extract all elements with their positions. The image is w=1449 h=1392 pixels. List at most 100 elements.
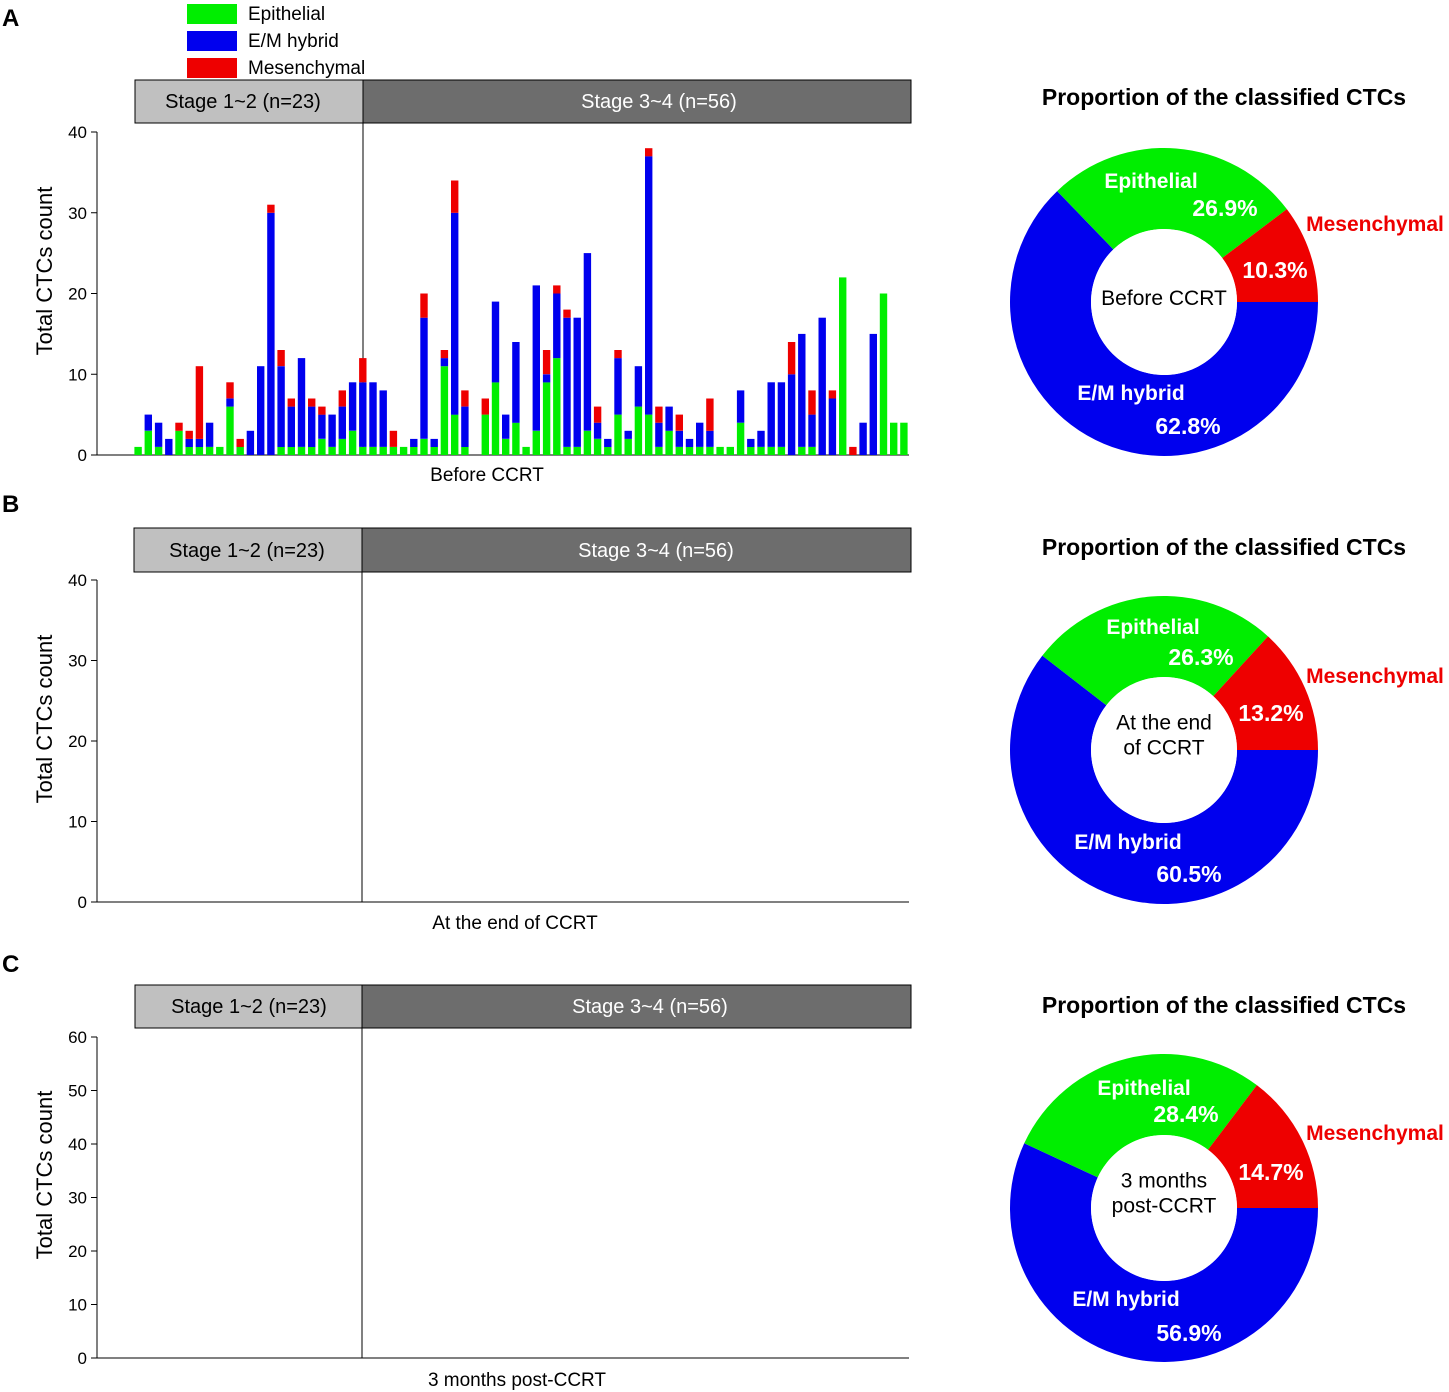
- bar-segment-mesenchymal: [451, 180, 459, 213]
- bar-segment-e-m-hybrid: [798, 333, 806, 447]
- bar-segment-epithelial: [389, 446, 398, 455]
- bar-segment-epithelial: [675, 446, 683, 455]
- pie-slice-mesenchymal: [1208, 1085, 1318, 1208]
- bar-segment-mesenchymal: [828, 390, 837, 399]
- legend-swatch-hybrid: [187, 31, 237, 51]
- bar-segment-epithelial: [175, 430, 183, 455]
- bar-segment-e-m-hybrid: [655, 422, 663, 447]
- bar-segment-e-m-hybrid: [379, 390, 387, 447]
- bar-segment-e-m-hybrid: [808, 414, 816, 447]
- bar-segment-e-m-hybrid: [267, 212, 275, 455]
- bar-segment-e-m-hybrid: [787, 374, 796, 456]
- bar-segment-epithelial: [563, 446, 571, 455]
- bar-segment-mesenchymal: [655, 406, 663, 423]
- legend-label-mesenchymal: Mesenchymal: [248, 58, 365, 79]
- bar-segment-e-m-hybrid: [604, 438, 612, 447]
- bar-segment-e-m-hybrid: [767, 382, 775, 447]
- bar-segment-e-m-hybrid: [410, 438, 418, 447]
- bar-segment-e-m-hybrid: [369, 382, 377, 447]
- bar-segment-e-m-hybrid: [297, 358, 306, 447]
- y-tick-label: 30: [68, 204, 87, 223]
- y-tick-label: 30: [68, 652, 87, 671]
- bar-segment-e-m-hybrid: [144, 414, 152, 431]
- legend-swatch-epithelial: [187, 4, 237, 24]
- pie-chart-before-ccrt: Proportion of the classified CTCs Epithel…: [1009, 84, 1444, 457]
- bar-segment-e-m-hybrid: [553, 293, 561, 359]
- bar-segment-epithelial: [410, 446, 418, 455]
- bar-segment-e-m-hybrid: [665, 406, 673, 431]
- bar-segment-epithelial: [451, 414, 459, 455]
- y-tick-label: 10: [68, 1296, 87, 1315]
- bar-segment-epithelial: [277, 446, 285, 455]
- bar-segment-mesenchymal: [481, 398, 489, 415]
- y-tick-label: 0: [78, 1349, 87, 1368]
- x-axis-label: At the end of CCRT: [432, 913, 598, 934]
- legend-swatch-mesenchymal: [187, 58, 237, 78]
- panel-letter-c: C: [2, 951, 19, 978]
- bar-segment-epithelial: [205, 446, 214, 455]
- bars: [134, 148, 908, 456]
- bar-segment-epithelial: [348, 430, 357, 455]
- bar-segment-epithelial: [685, 446, 694, 455]
- pie-title: Proportion of the classified CTCs: [1042, 992, 1406, 1018]
- bar-segment-e-m-hybrid: [828, 398, 837, 455]
- bar-segment-e-m-hybrid: [440, 358, 449, 367]
- pie-label-hybrid: E/M hybrid: [1077, 382, 1184, 405]
- bar-segment-e-m-hybrid: [818, 317, 826, 455]
- panel-letter-a: A: [2, 5, 19, 32]
- bar-segment-epithelial: [757, 446, 765, 455]
- bar-segment-epithelial: [716, 446, 724, 455]
- bar-segment-epithelial: [369, 446, 377, 455]
- bar-segment-e-m-hybrid: [859, 422, 867, 455]
- y-tick-label: 40: [68, 123, 87, 142]
- bar-segment-mesenchymal: [195, 366, 204, 439]
- x-axis-label: 3 months post-CCRT: [428, 1370, 606, 1391]
- y-tick-label: 60: [68, 1028, 87, 1047]
- bar-segment-mesenchymal: [318, 406, 326, 415]
- bar-segment-epithelial: [706, 446, 714, 455]
- y-axis-label: Total CTCs count: [32, 187, 57, 356]
- bar-segment-e-m-hybrid: [461, 406, 469, 447]
- bar-segment-epithelial: [736, 422, 745, 455]
- legend: Epithelial E/M hybrid Mesenchymal: [187, 4, 365, 79]
- pie-label-mesenchymal: Mesenchymal: [1306, 1122, 1444, 1145]
- bar-segment-e-m-hybrid: [338, 406, 346, 439]
- bar-segment-epithelial: [839, 277, 847, 455]
- stage-late-label: Stage 3~4 (n=56): [578, 540, 734, 562]
- bar-segment-e-m-hybrid: [226, 398, 234, 407]
- bar-segment-mesenchymal: [461, 390, 469, 407]
- pie-slice-epithelial: [1057, 147, 1287, 258]
- bar-segment-epithelial: [154, 446, 163, 455]
- y-tick-label: 40: [68, 571, 87, 590]
- bar-segment-mesenchymal: [440, 350, 449, 359]
- bar-segment-e-m-hybrid: [257, 366, 265, 455]
- bar-segment-e-m-hybrid: [318, 414, 326, 439]
- y-tick-label: 10: [68, 813, 87, 832]
- bar-segment-e-m-hybrid: [624, 430, 632, 439]
- bar-segment-e-m-hybrid: [308, 406, 316, 447]
- bar-segment-epithelial: [328, 446, 336, 455]
- bar-segment-mesenchymal: [236, 438, 244, 447]
- bar-segment-epithelial: [665, 430, 673, 455]
- bar-segment-mesenchymal: [542, 350, 551, 375]
- bar-segment-epithelial: [553, 358, 561, 455]
- bar-segment-e-m-hybrid: [491, 301, 500, 383]
- bar-segment-e-m-hybrid: [747, 438, 755, 447]
- bar-segment-mesenchymal: [277, 350, 285, 367]
- pie-slice-epithelial: [1024, 1054, 1257, 1178]
- pie-slice-epithelial: [1042, 596, 1269, 706]
- bar-segment-epithelial: [890, 422, 898, 455]
- pie-chart-end-ccrt: Proportion of the classified CTCs Epithel…: [1009, 534, 1444, 905]
- bar-segment-e-m-hybrid: [706, 430, 714, 447]
- bar-segment-epithelial: [236, 446, 244, 455]
- bar-segment-epithelial: [634, 406, 643, 455]
- bar-segment-epithelial: [512, 422, 520, 455]
- bar-segment-epithelial: [491, 382, 500, 455]
- pie-center-label: 3 months: [1121, 1170, 1207, 1193]
- bar-segment-e-m-hybrid: [757, 430, 765, 447]
- bar-segment-e-m-hybrid: [777, 382, 786, 447]
- pie-label-mesenchymal: Mesenchymal: [1306, 213, 1444, 236]
- pie-label-hybrid: E/M hybrid: [1072, 1288, 1179, 1311]
- bar-segment-e-m-hybrid: [614, 358, 622, 415]
